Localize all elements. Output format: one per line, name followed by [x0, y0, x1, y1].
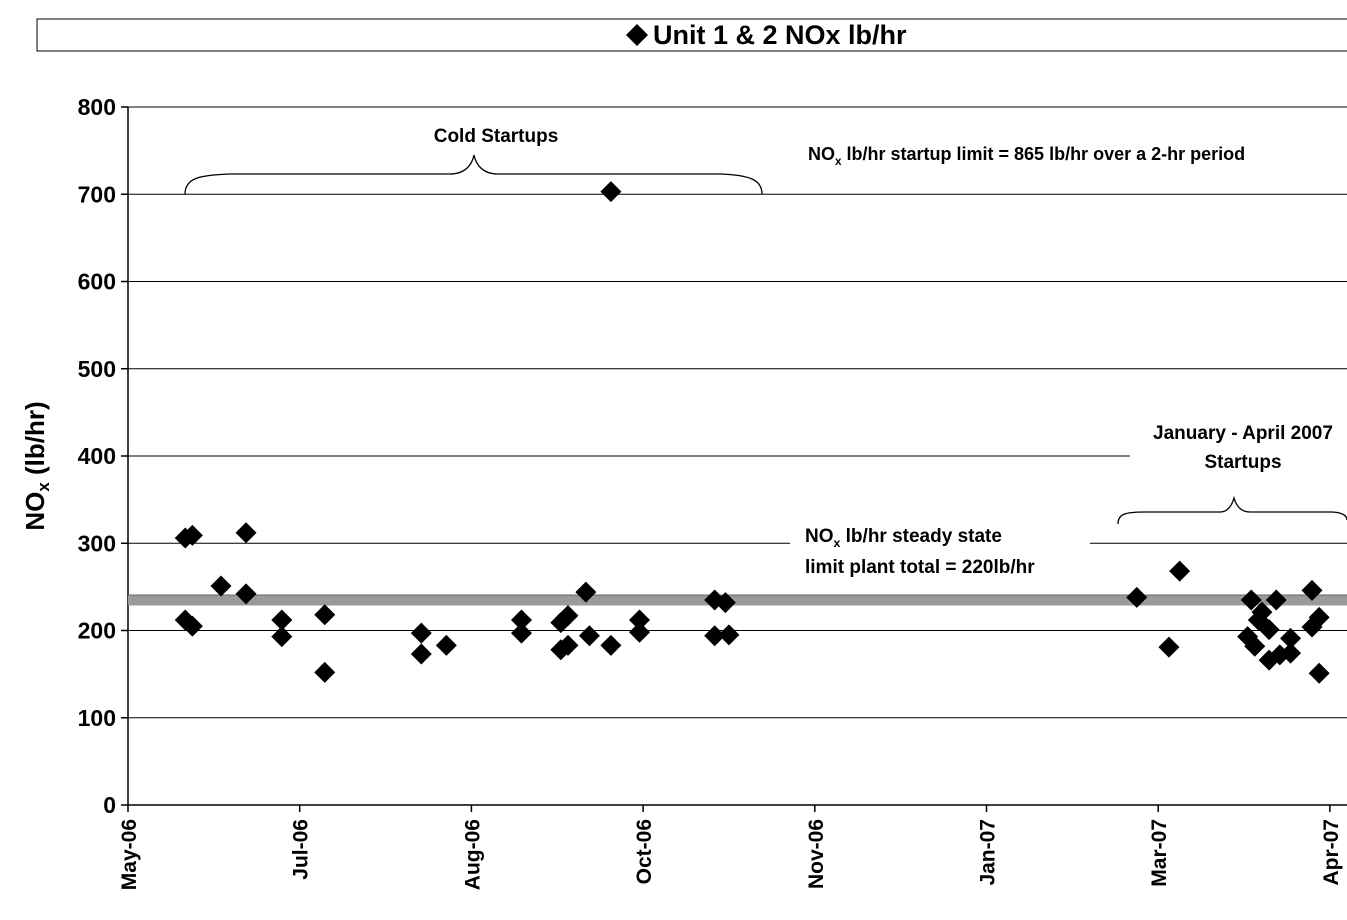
- data-point: [510, 609, 532, 631]
- data-point: [314, 604, 336, 626]
- data-point: [1308, 662, 1330, 684]
- annotation-part: limit plant total = 220lb/hr: [805, 557, 1035, 578]
- data-point: [271, 609, 293, 631]
- data-point: [629, 621, 651, 643]
- data-point: [629, 609, 651, 631]
- x-tick-label: Aug-06: [461, 819, 484, 890]
- x-tick-label: Apr-07: [1320, 819, 1343, 886]
- legend-marker: [626, 24, 648, 46]
- x-tick-label: Jan-07: [977, 819, 1000, 886]
- data-point: [1258, 619, 1280, 641]
- data-point: [714, 592, 736, 614]
- legend-label: Unit 1 & 2 NOx lb/hr: [653, 20, 907, 50]
- data-point: [314, 661, 336, 683]
- x-tick-label: Jul-06: [290, 819, 313, 880]
- y-axis-label-part: NO: [20, 492, 50, 531]
- x-tick-label: Oct-06: [633, 819, 656, 884]
- data-point: [1169, 560, 1191, 582]
- data-point: [1280, 642, 1302, 664]
- data-point: [435, 634, 457, 656]
- x-tick-label: Mar-07: [1148, 819, 1171, 887]
- annotation: Startups: [1204, 452, 1281, 473]
- x-tick-label: Nov-06: [805, 819, 828, 889]
- annotation-part: NO: [805, 526, 834, 547]
- data-point: [510, 622, 532, 644]
- data-point: [1126, 586, 1148, 608]
- y-tick-label: 100: [78, 705, 116, 731]
- y-tick-label: 800: [78, 94, 116, 120]
- annotation: Cold Startups: [434, 126, 559, 147]
- data-point: [600, 181, 622, 203]
- annotation-bg: [790, 520, 1090, 576]
- y-axis-label-part: (lb/hr): [20, 401, 50, 482]
- data-point: [704, 625, 726, 647]
- legend-box: [36, 18, 1347, 52]
- brace: [1117, 495, 1347, 525]
- annotation: January - April 2007: [1153, 423, 1333, 444]
- y-tick-label: 400: [78, 443, 116, 469]
- annotation-part: Cold Startups: [434, 126, 559, 147]
- y-tick-label: 600: [78, 269, 116, 295]
- y-tick-label: 700: [78, 181, 116, 207]
- y-tick-label: 200: [78, 618, 116, 644]
- data-point: [1308, 606, 1330, 628]
- data-point: [410, 622, 432, 644]
- annotation-part: lb/hr steady state: [840, 526, 1002, 547]
- annotation: limit plant total = 220lb/hr: [805, 557, 1035, 578]
- data-point: [557, 634, 579, 656]
- data-point: [1240, 589, 1262, 611]
- brace: [184, 154, 763, 195]
- annotation-part: x: [835, 155, 842, 168]
- data-point: [181, 615, 203, 637]
- data-point: [600, 634, 622, 656]
- annotation-part: x: [834, 536, 841, 550]
- data-point: [557, 605, 579, 627]
- data-point: [181, 524, 203, 546]
- annotation-part: NO: [808, 144, 835, 164]
- data-point: [1301, 579, 1323, 601]
- y-axis-label-part: x: [34, 482, 53, 492]
- data-point: [1280, 627, 1302, 649]
- annotation: NOx lb/hr startup limit = 865 lb/hr over…: [808, 144, 1245, 168]
- data-point: [1251, 601, 1273, 623]
- data-point: [718, 624, 740, 646]
- data-point: [271, 626, 293, 648]
- annotation: NOx lb/hr steady state: [805, 526, 1002, 550]
- data-point: [1265, 589, 1287, 611]
- data-point: [1244, 635, 1266, 657]
- data-point: [578, 625, 600, 647]
- annotation-part: January - April 2007: [1153, 423, 1333, 444]
- data-point: [235, 583, 257, 605]
- data-point: [410, 643, 432, 665]
- annotation-part: lb/hr startup limit = 865 lb/hr over a 2…: [842, 144, 1246, 164]
- y-tick-label: 300: [78, 530, 116, 556]
- data-point: [1158, 636, 1180, 658]
- data-point: [235, 522, 257, 544]
- y-axis-label: NOx (lb/hr): [20, 401, 53, 530]
- annotation-bg: [1130, 418, 1347, 474]
- data-point: [575, 581, 597, 603]
- x-tick-label: May-06: [118, 819, 141, 890]
- y-tick-label: 500: [78, 356, 116, 382]
- y-tick-label: 0: [103, 792, 116, 818]
- annotation-part: Startups: [1204, 452, 1281, 473]
- data-point: [210, 575, 232, 597]
